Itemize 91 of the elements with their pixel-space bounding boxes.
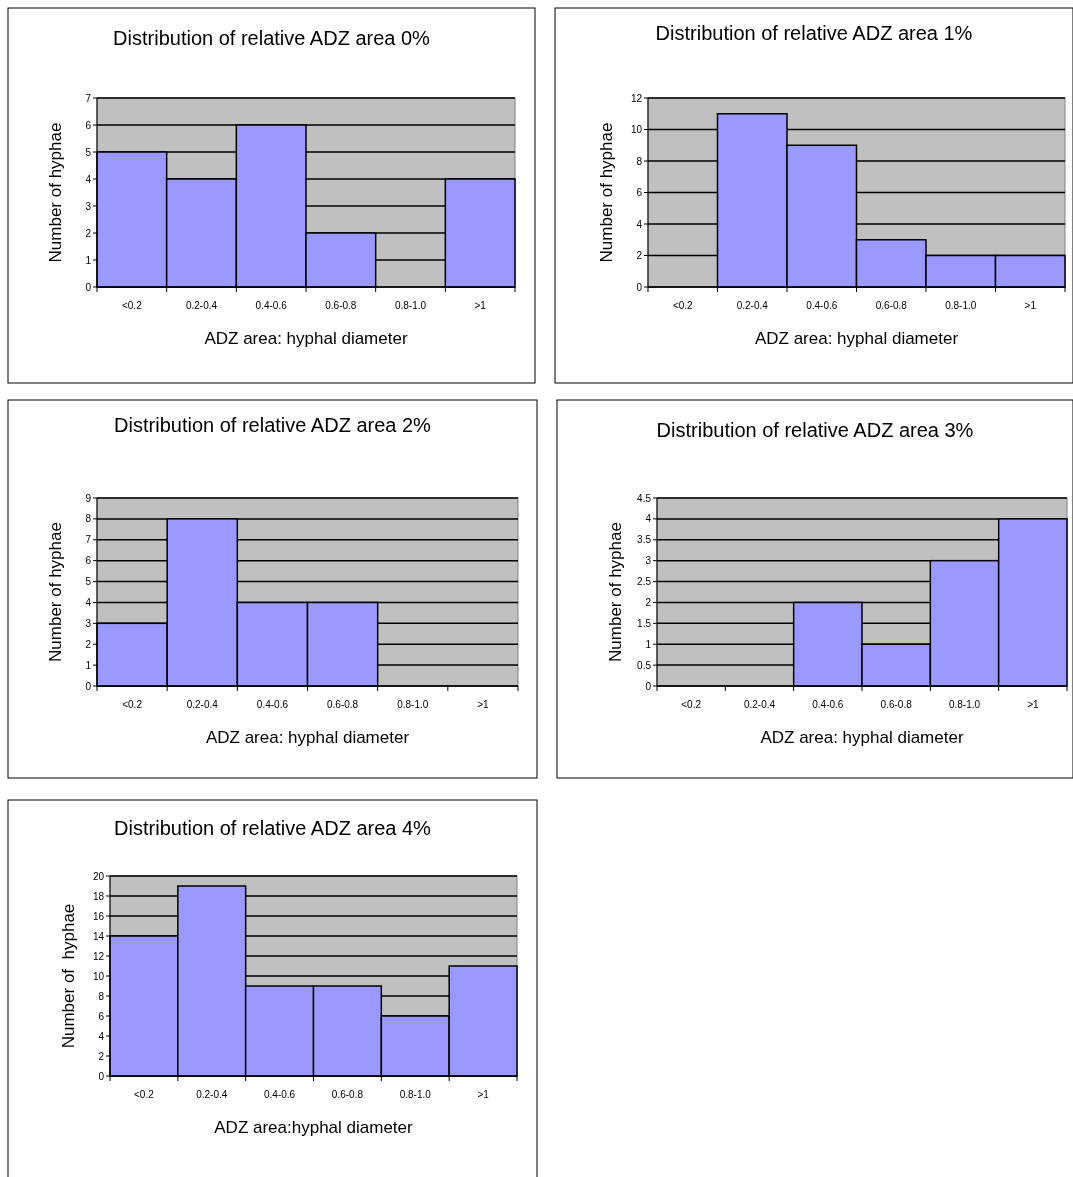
- chart-title: Distribution of relative ADZ area 3%: [656, 419, 974, 441]
- x-tick-label: <0.2: [134, 1089, 155, 1100]
- y-tick-label: 18: [92, 890, 105, 902]
- x-tick-label: <0.2: [122, 699, 143, 710]
- x-axis-title: ADZ area:hyphal diameter: [214, 1118, 414, 1137]
- x-tick-label: 0.8-1.0: [399, 1089, 432, 1100]
- y-tick-label: 3: [85, 200, 92, 212]
- y-tick-label: 6: [85, 555, 92, 567]
- y-tick-label: 4: [85, 596, 92, 608]
- x-tick-label: 0.2-0.4: [185, 300, 218, 311]
- y-tick-label: 0: [85, 680, 92, 692]
- y-tick-label: 1.5: [637, 617, 652, 629]
- y-tick-label: 9: [85, 492, 92, 504]
- y-tick-label: 20: [92, 870, 105, 882]
- y-tick-label: 3.5: [637, 534, 652, 546]
- y-tick-label: 4.5: [637, 492, 652, 504]
- x-axis-title: ADZ area: hyphal diameter: [754, 329, 959, 348]
- x-tick-label: 0.6-0.8: [880, 699, 913, 710]
- x-tick-label: <0.2: [672, 300, 694, 311]
- y-tick-label: 10: [630, 124, 643, 135]
- y-tick-label: 12: [92, 950, 105, 962]
- x-axis-title: ADZ area: hyphal diameter: [205, 728, 410, 747]
- y-tick-label: 0.5: [637, 659, 652, 671]
- y-tick-label: 3: [85, 617, 92, 629]
- y-tick-label: 2: [85, 638, 92, 650]
- y-tick-label: 6: [98, 1010, 105, 1022]
- chart-title: Distribution of relative ADZ area 2%: [114, 414, 432, 436]
- y-tick-label: 2: [98, 1050, 105, 1062]
- y-tick-label: 6: [636, 187, 643, 198]
- y-tick-label: 2: [645, 596, 652, 608]
- y-axis-title: Number of hyphae: [46, 122, 65, 263]
- x-tick-label: 0.4-0.6: [264, 1089, 296, 1100]
- x-tick-label: 0.4-0.6: [255, 300, 288, 311]
- x-tick-label: 0.8-1.0: [397, 699, 429, 710]
- y-tick-label: 1: [645, 638, 652, 650]
- x-tick-label: 0.8-1.0: [394, 300, 427, 311]
- y-tick-label: 7: [85, 92, 92, 104]
- x-tick-label: 0.4-0.6: [806, 300, 838, 311]
- x-tick-label: 0.2-0.4: [743, 699, 776, 710]
- y-tick-label: 0: [85, 281, 92, 293]
- x-tick-label: >1: [477, 1089, 490, 1100]
- chart-title: Distribution of relative ADZ area 4%: [114, 817, 432, 839]
- y-tick-label: 16: [92, 910, 105, 922]
- x-tick-label: >1: [477, 699, 490, 710]
- y-tick-label: 0: [636, 281, 643, 293]
- y-tick-label: 14: [92, 930, 105, 942]
- x-tick-label: 0.2-0.4: [186, 699, 219, 710]
- y-tick-label: 6: [85, 119, 92, 131]
- x-axis-title: ADZ area: hyphal diameter: [204, 329, 408, 348]
- y-tick-label: 4: [85, 173, 92, 185]
- y-tick-label: 1: [85, 659, 92, 671]
- y-tick-label: 12: [630, 92, 643, 104]
- x-tick-label: 0.8-1.0: [945, 300, 977, 311]
- y-tick-label: 1: [85, 254, 92, 266]
- x-tick-label: >1: [1027, 699, 1039, 710]
- y-tick-label: 4: [98, 1030, 105, 1042]
- y-tick-label: 5: [85, 576, 92, 588]
- x-tick-label: 0.4-0.6: [812, 699, 844, 710]
- y-axis-title: Number of hyphae: [597, 122, 616, 263]
- y-tick-label: 3: [645, 555, 652, 567]
- y-tick-label: 2: [636, 250, 643, 261]
- x-tick-label: 0.2-0.4: [736, 300, 769, 311]
- y-tick-label: 0: [98, 1070, 105, 1082]
- x-tick-label: 0.4-0.6: [256, 699, 289, 710]
- x-tick-label: <0.2: [681, 699, 702, 710]
- y-tick-label: 8: [98, 990, 105, 1002]
- x-axis-title: ADZ area: hyphal diameter: [760, 728, 964, 747]
- x-tick-label: 0.8-1.0: [948, 699, 981, 710]
- y-tick-label: 7: [85, 534, 92, 546]
- y-axis-title: Number of hyphae: [59, 903, 78, 1049]
- x-tick-label: >1: [474, 300, 487, 311]
- x-tick-label: 0.6-0.8: [331, 1089, 364, 1100]
- y-tick-label: 2.5: [637, 576, 652, 588]
- x-tick-label: 0.6-0.8: [325, 300, 357, 311]
- y-tick-label: 2: [85, 227, 92, 239]
- chart-title: Distribution of relative ADZ area 0%: [113, 27, 431, 49]
- y-tick-label: 0: [645, 680, 652, 692]
- x-tick-label: <0.2: [121, 300, 143, 311]
- x-tick-label: 0.2-0.4: [196, 1089, 228, 1100]
- y-tick-label: 10: [92, 970, 105, 982]
- y-axis-title: Number of hyphae: [46, 522, 65, 662]
- x-tick-label: >1: [1024, 300, 1037, 311]
- y-tick-label: 4: [636, 218, 643, 230]
- x-tick-label: 0.6-0.8: [875, 300, 908, 311]
- x-tick-label: 0.6-0.8: [327, 699, 359, 710]
- y-axis-title: Number of hyphae: [606, 522, 625, 662]
- y-tick-label: 8: [636, 155, 643, 167]
- y-tick-label: 4: [645, 513, 652, 525]
- y-tick-label: 5: [85, 146, 92, 158]
- y-tick-label: 8: [85, 513, 92, 525]
- chart-title: Distribution of relative ADZ area 1%: [655, 22, 973, 44]
